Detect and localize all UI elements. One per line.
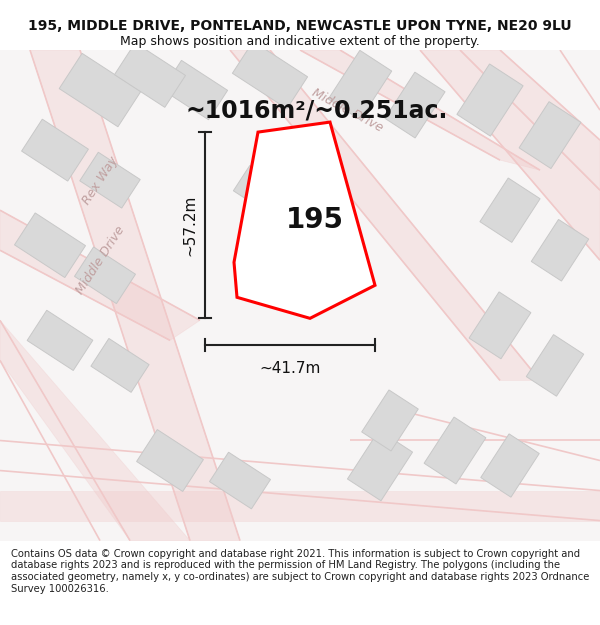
- Text: Middle Drive: Middle Drive: [310, 86, 386, 134]
- Polygon shape: [362, 390, 418, 451]
- Polygon shape: [480, 178, 540, 242]
- Polygon shape: [230, 50, 540, 381]
- Polygon shape: [232, 41, 308, 109]
- Text: ~57.2m: ~57.2m: [182, 194, 197, 256]
- Polygon shape: [209, 452, 271, 509]
- Polygon shape: [385, 72, 445, 138]
- Text: 195, MIDDLE DRIVE, PONTELAND, NEWCASTLE UPON TYNE, NE20 9LU: 195, MIDDLE DRIVE, PONTELAND, NEWCASTLE …: [28, 19, 572, 33]
- Polygon shape: [457, 64, 523, 136]
- Text: Rex Way: Rex Way: [80, 154, 120, 206]
- Polygon shape: [233, 166, 287, 215]
- Polygon shape: [234, 122, 375, 318]
- Polygon shape: [0, 321, 190, 541]
- Text: ~1016m²/~0.251ac.: ~1016m²/~0.251ac.: [185, 98, 448, 122]
- Polygon shape: [519, 102, 581, 169]
- Text: Middle Drive: Middle Drive: [73, 224, 127, 297]
- Polygon shape: [30, 50, 240, 541]
- Polygon shape: [91, 339, 149, 392]
- Polygon shape: [163, 61, 227, 120]
- Polygon shape: [531, 219, 589, 281]
- Polygon shape: [14, 213, 86, 278]
- Polygon shape: [241, 232, 289, 278]
- Polygon shape: [460, 50, 600, 190]
- Polygon shape: [74, 247, 136, 304]
- Polygon shape: [347, 430, 413, 501]
- Polygon shape: [420, 50, 600, 260]
- Polygon shape: [481, 434, 539, 497]
- Text: 195: 195: [286, 206, 344, 234]
- Polygon shape: [27, 310, 93, 371]
- Text: Contains OS data © Crown copyright and database right 2021. This information is : Contains OS data © Crown copyright and d…: [11, 549, 589, 594]
- Polygon shape: [469, 292, 531, 359]
- Polygon shape: [300, 50, 540, 170]
- Text: Map shows position and indicative extent of the property.: Map shows position and indicative extent…: [120, 36, 480, 48]
- Polygon shape: [115, 42, 185, 107]
- Polygon shape: [0, 210, 200, 341]
- Polygon shape: [22, 119, 88, 181]
- Text: ~41.7m: ~41.7m: [259, 361, 320, 376]
- Polygon shape: [424, 417, 486, 484]
- Polygon shape: [80, 152, 140, 208]
- Polygon shape: [328, 51, 392, 120]
- Polygon shape: [59, 53, 141, 127]
- Polygon shape: [526, 334, 584, 396]
- Polygon shape: [0, 491, 600, 521]
- Polygon shape: [137, 429, 203, 491]
